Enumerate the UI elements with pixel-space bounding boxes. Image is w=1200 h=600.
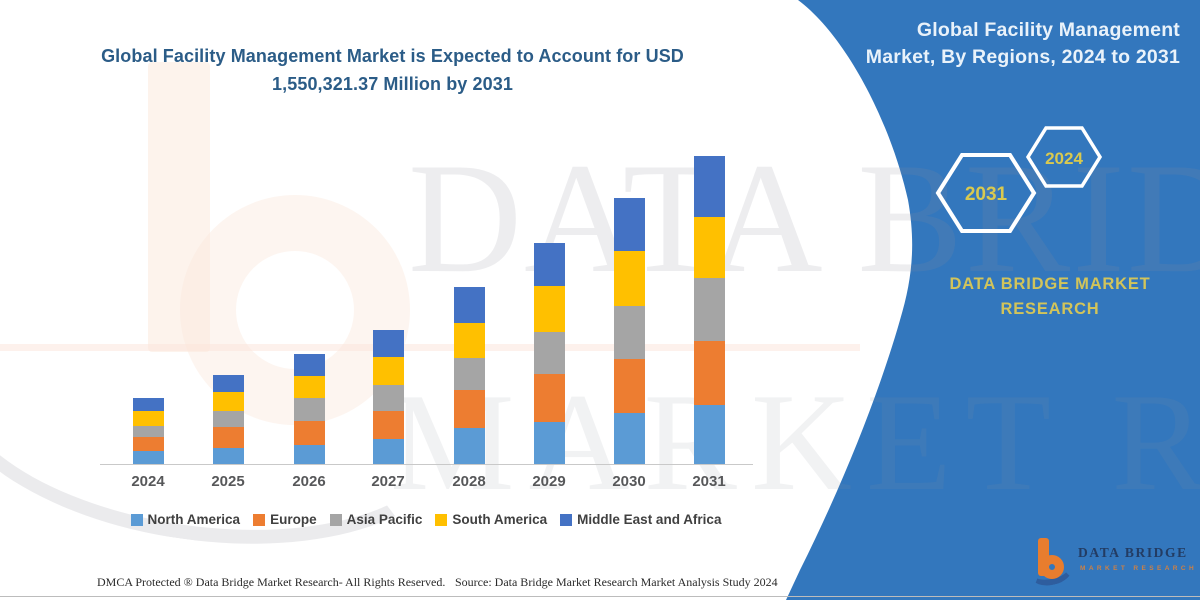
bar-2024 xyxy=(132,398,164,464)
bar-segment-2026-middle-east-and-africa xyxy=(293,353,325,376)
bar-segment-2031-south-america xyxy=(693,216,725,279)
bar-segment-2024-middle-east-and-africa xyxy=(132,398,164,412)
bar-2028 xyxy=(453,287,485,464)
legend-label: Asia Pacific xyxy=(346,512,423,527)
bar-segment-2030-south-america xyxy=(613,251,645,307)
logo-b-bowl-icon xyxy=(1040,555,1064,579)
bar-segment-2027-europe xyxy=(372,410,404,440)
x-axis-label-2027: 2027 xyxy=(371,473,405,490)
bar-segment-2031-north-america xyxy=(693,405,725,464)
page-title-line2: 1,550,321.37 Million by 2031 xyxy=(272,74,513,94)
legend-swatch-icon xyxy=(329,513,342,526)
bar-segment-2024-europe xyxy=(132,437,164,452)
legend-item-middle-east-and-africa: Middle East and Africa xyxy=(560,512,721,527)
hexagon-2031 xyxy=(935,153,1037,233)
brand-text: DATA BRIDGE MARKET RESEARCH xyxy=(920,272,1180,322)
bar-segment-2031-europe xyxy=(693,340,725,406)
bottom-divider-line xyxy=(0,596,1200,597)
page-title: Global Facility Management Market is Exp… xyxy=(85,42,700,98)
chart-legend: North America Europe Asia Pacific South Ame… xyxy=(95,512,757,527)
bar-segment-2026-south-america xyxy=(293,375,325,399)
bar-2030 xyxy=(613,198,645,464)
hexagon-years-graphic: 2031 2024 xyxy=(935,126,1103,233)
x-axis-label-2031: 2031 xyxy=(692,473,726,490)
bar-segment-2029-europe xyxy=(533,374,565,422)
company-logo: DATA BRIDGE MARKET RESEARCH xyxy=(1027,535,1198,590)
legend-label: Europe xyxy=(270,512,317,527)
bar-segment-2024-north-america xyxy=(132,451,164,464)
bar-segment-2029-asia-pacific xyxy=(533,331,565,375)
bar-segment-2031-asia-pacific xyxy=(693,278,725,341)
bar-segment-2026-asia-pacific xyxy=(293,398,325,422)
hexagon-2024 xyxy=(1025,126,1103,188)
legend-item-south-america: South America xyxy=(435,512,547,527)
bar-segment-2026-north-america xyxy=(293,444,325,464)
bar-segment-2027-middle-east-and-africa xyxy=(372,329,404,358)
bar-segment-2025-middle-east-and-africa xyxy=(212,375,244,392)
bar-segment-2029-middle-east-and-africa xyxy=(533,242,565,287)
bar-2029 xyxy=(533,242,565,464)
x-axis-label-2030: 2030 xyxy=(612,473,646,490)
panel-heading: Global Facility Management Market, By Re… xyxy=(850,17,1180,71)
x-axis-label-2028: 2028 xyxy=(452,473,486,490)
bar-segment-2025-north-america xyxy=(212,448,244,464)
bar-segment-2030-north-america xyxy=(613,412,645,464)
x-axis-label-2025: 2025 xyxy=(211,473,245,490)
bar-2026 xyxy=(293,353,325,464)
bar-2025 xyxy=(212,375,244,464)
x-axis-label-2024: 2024 xyxy=(131,473,165,490)
bar-segment-2029-south-america xyxy=(533,286,565,332)
bar-2027 xyxy=(372,329,404,464)
bar-segment-2025-europe xyxy=(212,427,244,449)
bar-segment-2028-asia-pacific xyxy=(453,358,485,391)
bar-2031 xyxy=(693,156,725,464)
bar-segment-2030-middle-east-and-africa xyxy=(613,198,645,252)
legend-item-north-america: North America xyxy=(130,512,241,527)
bar-segment-2026-europe xyxy=(293,421,325,445)
bar-segment-2027-south-america xyxy=(372,357,404,386)
page-title-line1: Global Facility Management Market is Exp… xyxy=(101,46,684,66)
legend-label: South America xyxy=(452,512,548,527)
x-axis-line xyxy=(100,464,753,465)
bar-segment-2028-middle-east-and-africa xyxy=(453,287,485,323)
legend-swatch-icon xyxy=(560,513,573,526)
bar-segment-2028-south-america xyxy=(453,322,485,359)
x-axis-label-2029: 2029 xyxy=(532,473,566,490)
legend-label: Middle East and Africa xyxy=(577,512,722,527)
hexagon-2024-label: 2024 xyxy=(1045,149,1083,168)
panel-heading-line1: Global Facility Management xyxy=(916,19,1180,41)
bar-segment-2028-north-america xyxy=(453,428,485,464)
legend-swatch-icon xyxy=(435,513,448,526)
panel-heading-line2: Market, By Regions, 2024 to 2031 xyxy=(865,46,1180,68)
logo-name-text: DATA BRIDGE xyxy=(1078,545,1188,560)
bar-segment-2030-europe xyxy=(613,359,645,413)
bar-segment-2029-north-america xyxy=(533,421,565,464)
hexagon-2031-label: 2031 xyxy=(965,184,1008,205)
watermark-logo-stripe xyxy=(0,344,860,351)
bar-segment-2028-europe xyxy=(453,390,485,429)
bar-segment-2027-asia-pacific xyxy=(372,385,404,411)
legend-label: North America xyxy=(147,512,241,527)
bar-segment-2031-middle-east-and-africa xyxy=(693,156,725,217)
bar-segment-2027-north-america xyxy=(372,439,404,464)
legend-item-asia-pacific: Asia Pacific xyxy=(329,512,423,527)
bar-segment-2025-asia-pacific xyxy=(212,410,244,428)
legend-swatch-icon xyxy=(253,513,266,526)
logo-tagline-text: MARKET RESEARCH xyxy=(1080,565,1198,572)
x-axis-label-2026: 2026 xyxy=(292,473,326,490)
legend-item-europe: Europe xyxy=(253,512,317,527)
footer-source-text: Source: Data Bridge Market Research Mark… xyxy=(455,575,778,589)
bar-segment-2030-asia-pacific xyxy=(613,306,645,360)
legend-swatch-icon xyxy=(130,513,143,526)
bar-segment-2024-asia-pacific xyxy=(132,425,164,438)
brand-text-line1: DATA BRIDGE MARKET xyxy=(949,275,1151,293)
footer-dmca-text: DMCA Protected ® Data Bridge Market Rese… xyxy=(97,575,446,589)
bar-segment-2024-south-america xyxy=(132,411,164,426)
brand-text-line2: RESEARCH xyxy=(1000,300,1100,318)
bar-segment-2025-south-america xyxy=(212,391,244,411)
